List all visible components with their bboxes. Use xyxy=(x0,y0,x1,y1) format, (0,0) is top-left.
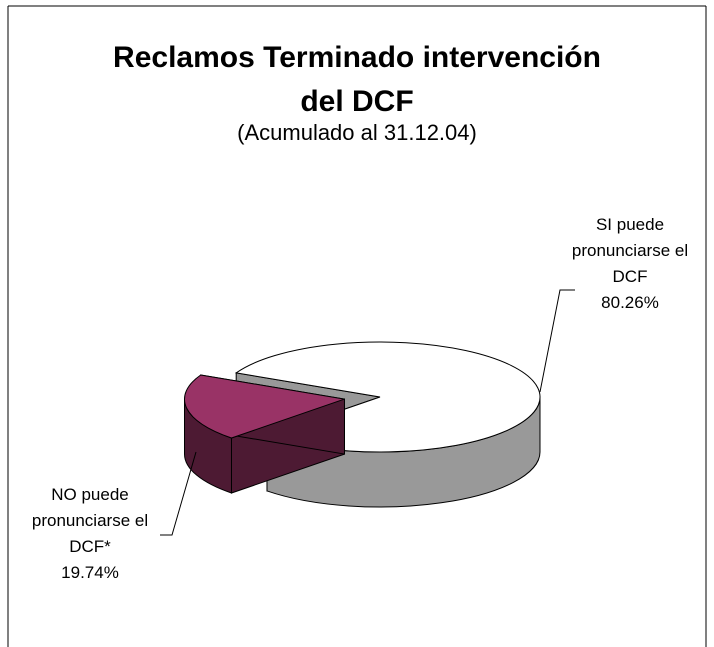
leader-line xyxy=(160,451,197,536)
slice-label: SI puede pronunciarse el DCF 80.26% xyxy=(560,212,700,316)
leader-line xyxy=(539,289,575,393)
slice-category: NO puede pronunciarse el DCF* xyxy=(31,485,149,556)
slice-label: NO puede pronunciarse el DCF* 19.74% xyxy=(15,482,165,586)
slice-value: 19.74% xyxy=(61,563,119,582)
chart-subtitle: (Acumulado al 31.12.04) xyxy=(237,120,477,145)
slice xyxy=(183,374,345,439)
chart-title: Reclamos Terminado intervención del DCF xyxy=(113,41,601,118)
slice-category: SI puede pronunciarse el DCF xyxy=(571,215,689,286)
slice-value: 80.26% xyxy=(601,293,659,312)
